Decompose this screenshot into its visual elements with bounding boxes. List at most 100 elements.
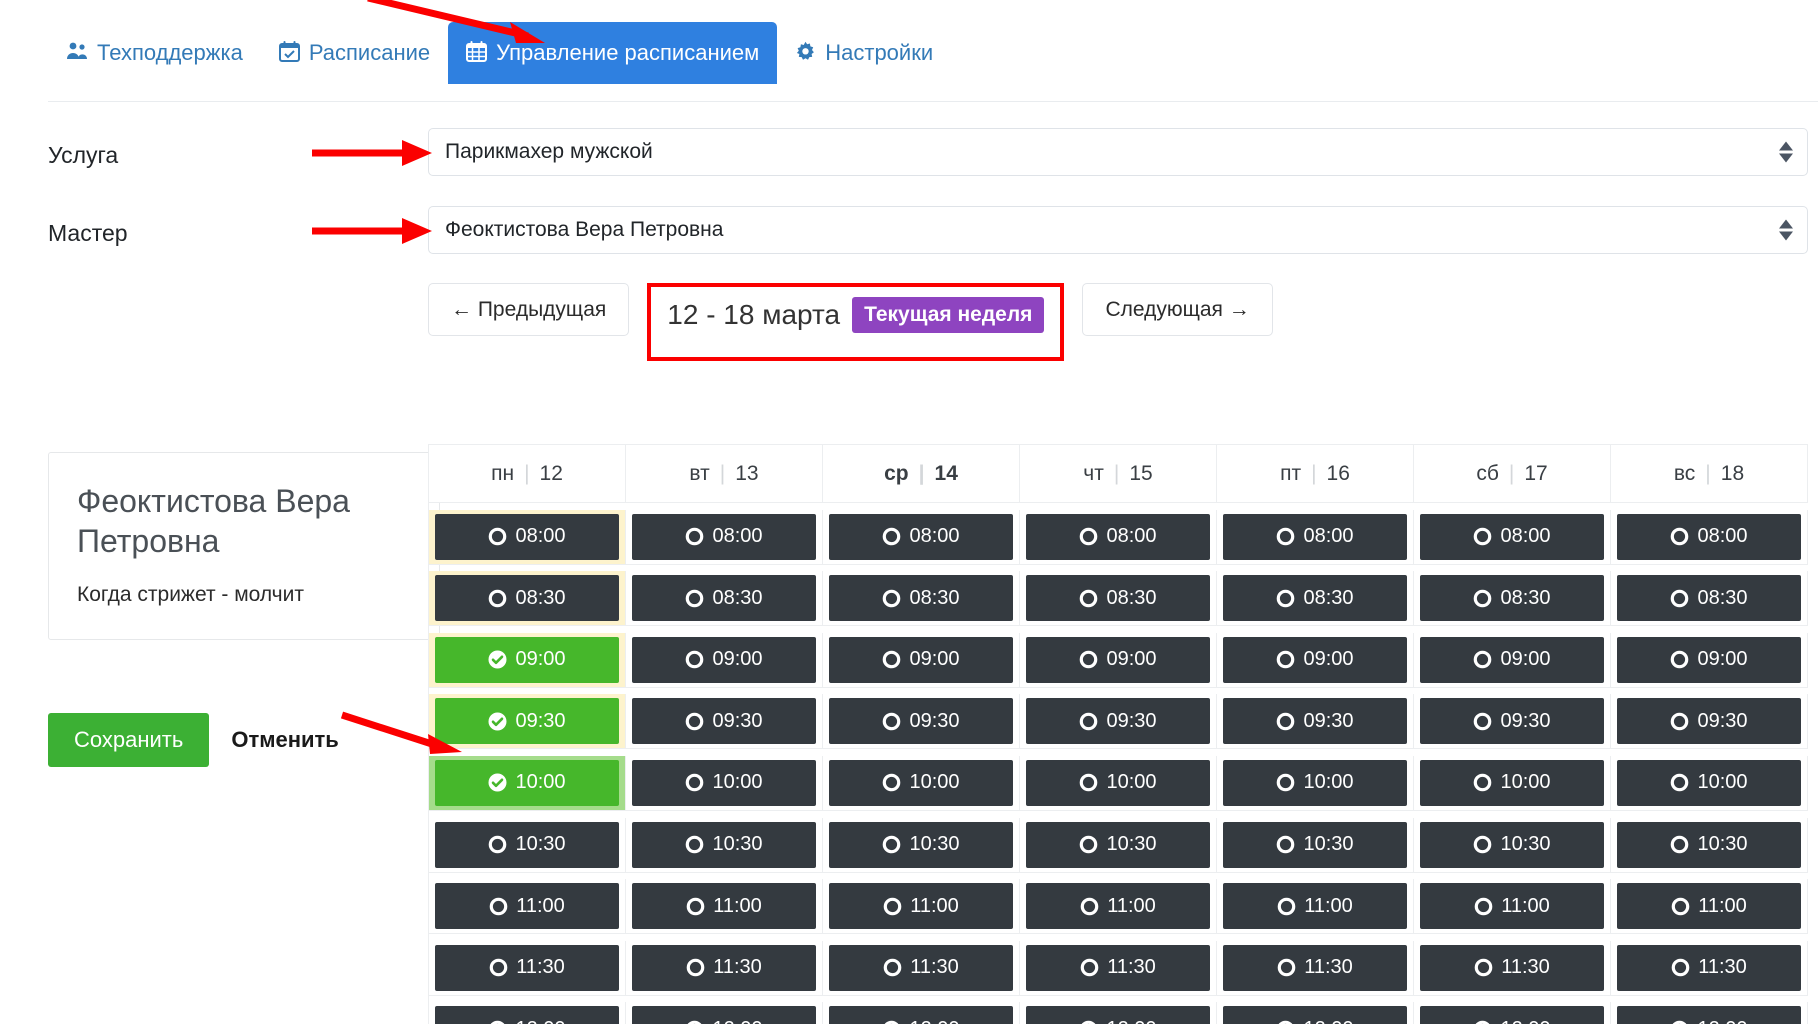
- time-slot-button[interactable]: 09:00: [632, 636, 816, 683]
- time-slot-button[interactable]: 08:00: [435, 513, 619, 560]
- time-slot-button[interactable]: 11:00: [632, 883, 816, 930]
- time-slot-button[interactable]: 11:30: [1420, 944, 1604, 991]
- time-slot-button[interactable]: 12:00: [829, 1006, 1013, 1024]
- time-slot-label: 10:30: [712, 833, 763, 856]
- time-slot-button[interactable]: 11:30: [632, 944, 816, 991]
- time-slot-button[interactable]: 08:30: [435, 575, 619, 622]
- slot-cell: 11:30: [1020, 940, 1217, 996]
- time-slot-button[interactable]: 12:00: [1223, 1006, 1407, 1024]
- time-slot-button[interactable]: 12:00: [1420, 1006, 1604, 1024]
- tab-schedule[interactable]: Расписание: [261, 22, 448, 84]
- circle-o-icon: [1276, 527, 1295, 546]
- time-slot-button[interactable]: 09:00: [1223, 636, 1407, 683]
- master-select[interactable]: Феоктистова Вера Петровна: [428, 206, 1808, 254]
- time-slot-button[interactable]: 10:30: [435, 821, 619, 868]
- day-number-label: 16: [1326, 461, 1350, 485]
- time-slot-button[interactable]: 11:30: [435, 944, 619, 991]
- time-slot-button[interactable]: 08:30: [1026, 575, 1210, 622]
- circle-o-icon: [1670, 1020, 1689, 1024]
- time-slot-button[interactable]: 11:00: [1026, 883, 1210, 930]
- slot-cell: 09:00: [1020, 632, 1217, 688]
- time-slot-label: 10:30: [1697, 833, 1748, 856]
- time-slot-button[interactable]: 10:00: [1026, 759, 1210, 806]
- time-slot-button[interactable]: 08:00: [1223, 513, 1407, 560]
- time-slot-button[interactable]: 11:00: [435, 883, 619, 930]
- time-slot-button[interactable]: 09:00: [1026, 636, 1210, 683]
- time-slot-button[interactable]: 09:30: [632, 698, 816, 745]
- time-slot-button[interactable]: 08:30: [1223, 575, 1407, 622]
- service-select[interactable]: Парикмахер мужской: [428, 128, 1808, 176]
- time-slot-button[interactable]: 10:30: [1026, 821, 1210, 868]
- time-slot-button[interactable]: 10:30: [1223, 821, 1407, 868]
- time-slot-button[interactable]: 12:00: [1026, 1006, 1210, 1024]
- time-slot-button[interactable]: 10:00: [1420, 759, 1604, 806]
- tab-settings[interactable]: Настройки: [777, 22, 951, 84]
- circle-o-icon: [685, 527, 704, 546]
- time-slot-button[interactable]: 09:30: [1420, 698, 1604, 745]
- time-slot-button[interactable]: 10:00: [632, 759, 816, 806]
- time-slot-button[interactable]: 10:30: [1420, 821, 1604, 868]
- time-slot-label: 08:30: [1106, 586, 1157, 609]
- time-slot-button[interactable]: 11:30: [1617, 944, 1801, 991]
- time-slot-button[interactable]: 09:30: [435, 698, 619, 745]
- tab-schedule-management[interactable]: Управление расписанием: [448, 22, 778, 84]
- time-slot-button[interactable]: 10:30: [1617, 821, 1801, 868]
- time-slot-button[interactable]: 09:30: [829, 698, 1013, 745]
- time-slot-button[interactable]: 12:00: [1617, 1006, 1801, 1024]
- time-slot-button[interactable]: 09:30: [1223, 698, 1407, 745]
- circle-o-icon: [1079, 527, 1098, 546]
- time-slot-button[interactable]: 11:30: [1026, 944, 1210, 991]
- slot-cell: 10:00: [429, 755, 626, 811]
- day-of-week-label: пт: [1280, 461, 1302, 485]
- time-slot-button[interactable]: 08:30: [632, 575, 816, 622]
- time-slot-button[interactable]: 09:00: [435, 636, 619, 683]
- time-slot-button[interactable]: 10:30: [829, 821, 1013, 868]
- time-slot-label: 11:00: [910, 894, 959, 917]
- slot-cell: 08:30: [1020, 571, 1217, 627]
- time-slot-button[interactable]: 08:00: [829, 513, 1013, 560]
- time-slot-button[interactable]: 09:30: [1026, 698, 1210, 745]
- previous-week-button[interactable]: ← Предыдущая: [428, 283, 630, 336]
- time-slot-button[interactable]: 11:30: [829, 944, 1013, 991]
- time-slot-button[interactable]: 09:30: [1617, 698, 1801, 745]
- time-slot-button[interactable]: 08:00: [1420, 513, 1604, 560]
- time-slot-label: 09:00: [1106, 648, 1157, 671]
- time-slot-label: 09:30: [1500, 709, 1551, 732]
- time-slot-button[interactable]: 10:00: [1617, 759, 1801, 806]
- time-slot-button[interactable]: 09:00: [1617, 636, 1801, 683]
- time-slot-button[interactable]: 09:00: [1420, 636, 1604, 683]
- time-slot-button[interactable]: 10:00: [435, 759, 619, 806]
- time-slot-button[interactable]: 08:30: [1420, 575, 1604, 622]
- time-slot-button[interactable]: 08:00: [632, 513, 816, 560]
- time-slot-button[interactable]: 11:00: [1223, 883, 1407, 930]
- circle-o-icon: [882, 650, 901, 669]
- time-slot-button[interactable]: 08:00: [1617, 513, 1801, 560]
- circle-o-icon: [1671, 897, 1690, 916]
- circle-o-icon: [882, 835, 901, 854]
- time-slot-button[interactable]: 11:30: [1223, 944, 1407, 991]
- time-slot-button[interactable]: 11:00: [1420, 883, 1604, 930]
- time-slot-button[interactable]: 10:30: [632, 821, 816, 868]
- time-slot-button[interactable]: 09:00: [829, 636, 1013, 683]
- time-slot-button[interactable]: 11:00: [1617, 883, 1801, 930]
- time-slot-label: 11:30: [1698, 956, 1747, 979]
- time-slot-button[interactable]: 10:00: [1223, 759, 1407, 806]
- time-slot-button[interactable]: 12:00: [435, 1006, 619, 1024]
- time-slot-button[interactable]: 08:00: [1026, 513, 1210, 560]
- next-week-button[interactable]: Следующая →: [1082, 283, 1273, 336]
- time-slot-button[interactable]: 11:00: [829, 883, 1013, 930]
- time-slot-label: 10:30: [909, 833, 960, 856]
- slot-cell: 10:30: [823, 817, 1020, 873]
- time-slot-button[interactable]: 10:00: [829, 759, 1013, 806]
- time-slot-button[interactable]: 12:00: [632, 1006, 816, 1024]
- tab-support[interactable]: Техподдержка: [48, 22, 261, 84]
- circle-o-icon: [1670, 773, 1689, 792]
- save-button[interactable]: Сохранить: [48, 713, 210, 767]
- circle-o-icon: [1276, 835, 1295, 854]
- time-slot-button[interactable]: 08:30: [1617, 575, 1801, 622]
- circle-o-icon: [1670, 527, 1689, 546]
- time-slot-button[interactable]: 08:30: [829, 575, 1013, 622]
- circle-o-icon: [882, 773, 901, 792]
- time-slot-label: 11:00: [713, 894, 762, 917]
- cancel-button[interactable]: Отменить: [231, 727, 339, 752]
